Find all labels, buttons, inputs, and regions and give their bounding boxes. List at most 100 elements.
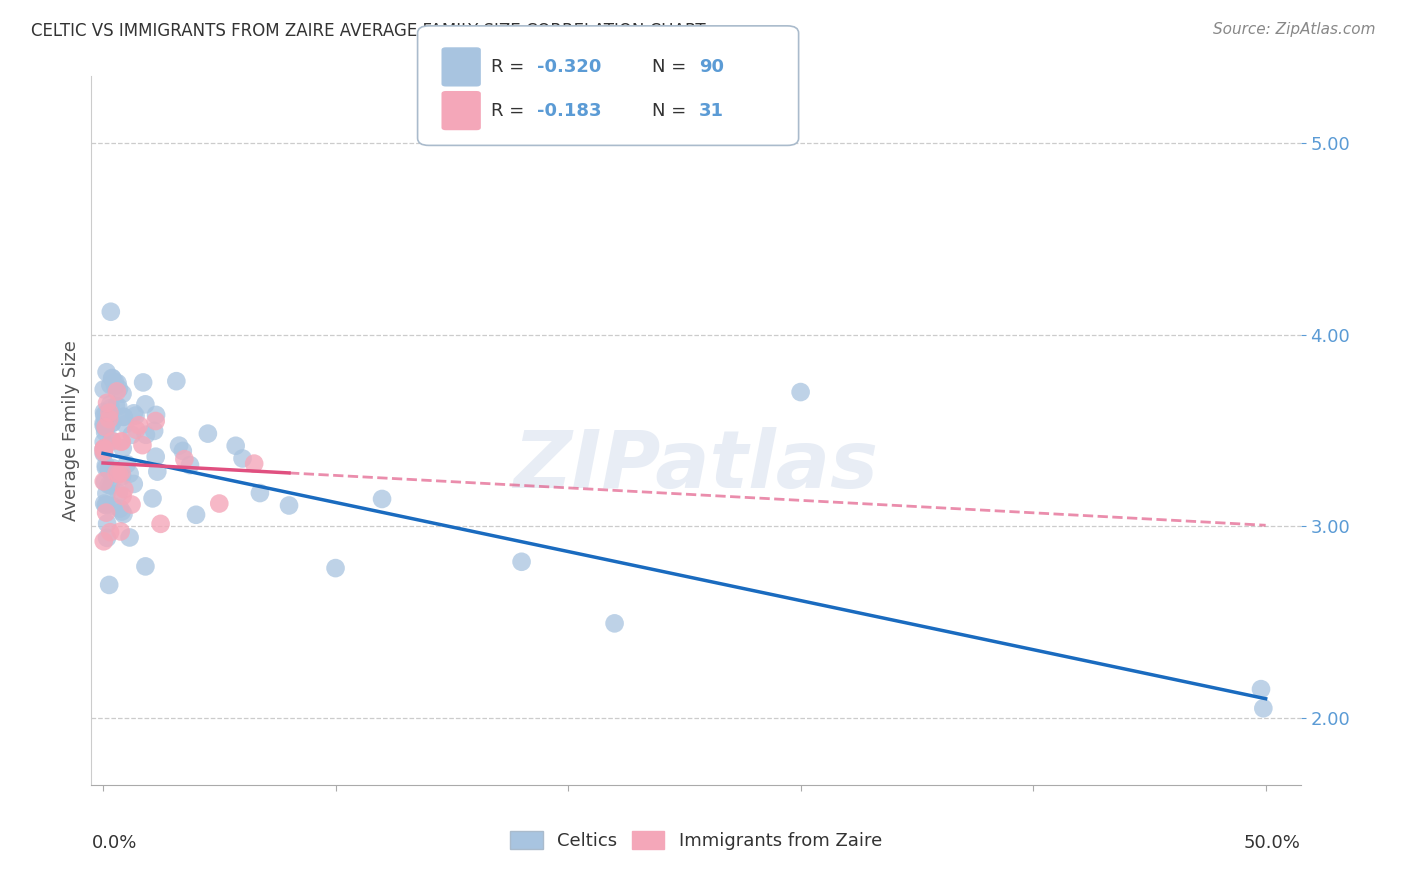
- Point: [208, 496, 231, 510]
- Point: [94, 475, 117, 489]
- Point: [111, 434, 134, 449]
- Point: [105, 384, 128, 399]
- Point: [112, 409, 135, 424]
- Point: [101, 467, 124, 481]
- Point: [100, 304, 122, 318]
- Point: [96, 516, 118, 531]
- Point: [149, 516, 172, 531]
- Text: 0.0%: 0.0%: [91, 834, 136, 852]
- Point: [1253, 701, 1275, 715]
- Point: [167, 439, 190, 453]
- Point: [98, 412, 121, 426]
- Point: [143, 424, 166, 438]
- Point: [93, 434, 115, 449]
- Point: [146, 465, 169, 479]
- Point: [97, 478, 120, 492]
- Point: [197, 426, 219, 441]
- Point: [115, 457, 138, 471]
- Point: [243, 457, 266, 471]
- Y-axis label: Average Family Size: Average Family Size: [62, 340, 80, 521]
- Point: [94, 498, 117, 512]
- Point: [110, 466, 132, 480]
- Point: [98, 463, 121, 477]
- Point: [111, 489, 134, 503]
- Point: [101, 371, 124, 385]
- Point: [132, 376, 155, 390]
- Point: [94, 461, 117, 475]
- Point: [231, 451, 253, 466]
- Point: [112, 409, 135, 424]
- Point: [96, 365, 118, 379]
- Point: [1250, 682, 1272, 697]
- Point: [111, 386, 134, 401]
- Point: [93, 441, 115, 455]
- Point: [111, 469, 134, 483]
- Text: 31: 31: [699, 102, 724, 120]
- Text: 50.0%: 50.0%: [1244, 834, 1301, 852]
- Point: [135, 427, 157, 442]
- Point: [105, 466, 128, 480]
- Point: [789, 385, 811, 400]
- Point: [371, 491, 394, 506]
- Point: [110, 434, 132, 449]
- Point: [108, 382, 131, 396]
- Point: [107, 400, 129, 414]
- Point: [98, 578, 121, 592]
- Point: [96, 396, 118, 410]
- Point: [101, 371, 124, 385]
- Point: [100, 401, 122, 416]
- Point: [93, 383, 115, 397]
- Point: [165, 374, 187, 388]
- Point: [96, 498, 118, 512]
- Point: [325, 561, 347, 575]
- Point: [98, 377, 121, 392]
- Point: [98, 525, 121, 540]
- Point: [112, 483, 135, 497]
- Text: CELTIC VS IMMIGRANTS FROM ZAIRE AVERAGE FAMILY SIZE CORRELATION CHART: CELTIC VS IMMIGRANTS FROM ZAIRE AVERAGE …: [31, 22, 706, 40]
- Point: [98, 397, 121, 411]
- Text: Source: ZipAtlas.com: Source: ZipAtlas.com: [1212, 22, 1375, 37]
- Point: [96, 486, 118, 500]
- Point: [101, 499, 124, 513]
- Point: [93, 446, 115, 460]
- Point: [510, 555, 533, 569]
- Point: [93, 408, 115, 422]
- Point: [93, 534, 115, 549]
- Text: N =: N =: [652, 58, 692, 76]
- Point: [118, 531, 141, 545]
- Text: R =: R =: [491, 102, 530, 120]
- Point: [108, 467, 131, 482]
- Text: ZIPatlas: ZIPatlas: [513, 427, 879, 505]
- Point: [141, 491, 163, 506]
- Point: [98, 406, 121, 420]
- Point: [122, 477, 145, 491]
- Point: [107, 486, 129, 500]
- Point: [111, 442, 134, 456]
- Point: [94, 506, 117, 520]
- Point: [101, 434, 124, 449]
- Point: [93, 497, 115, 511]
- Point: [278, 499, 301, 513]
- Point: [110, 524, 132, 539]
- Point: [134, 559, 156, 574]
- Point: [121, 427, 143, 442]
- Point: [111, 504, 134, 518]
- Point: [173, 452, 195, 467]
- Point: [118, 467, 141, 481]
- Point: [96, 531, 118, 545]
- Text: -0.320: -0.320: [537, 58, 602, 76]
- Text: 90: 90: [699, 58, 724, 76]
- Point: [94, 412, 117, 426]
- Point: [134, 397, 156, 411]
- Text: N =: N =: [652, 102, 692, 120]
- Point: [93, 475, 115, 489]
- Point: [114, 417, 136, 432]
- Point: [94, 421, 117, 435]
- Point: [94, 420, 117, 434]
- Legend: Celtics, Immigrants from Zaire: Celtics, Immigrants from Zaire: [503, 824, 889, 857]
- Point: [121, 498, 143, 512]
- Point: [122, 406, 145, 420]
- Point: [603, 616, 626, 631]
- Point: [94, 458, 117, 473]
- Point: [104, 375, 127, 389]
